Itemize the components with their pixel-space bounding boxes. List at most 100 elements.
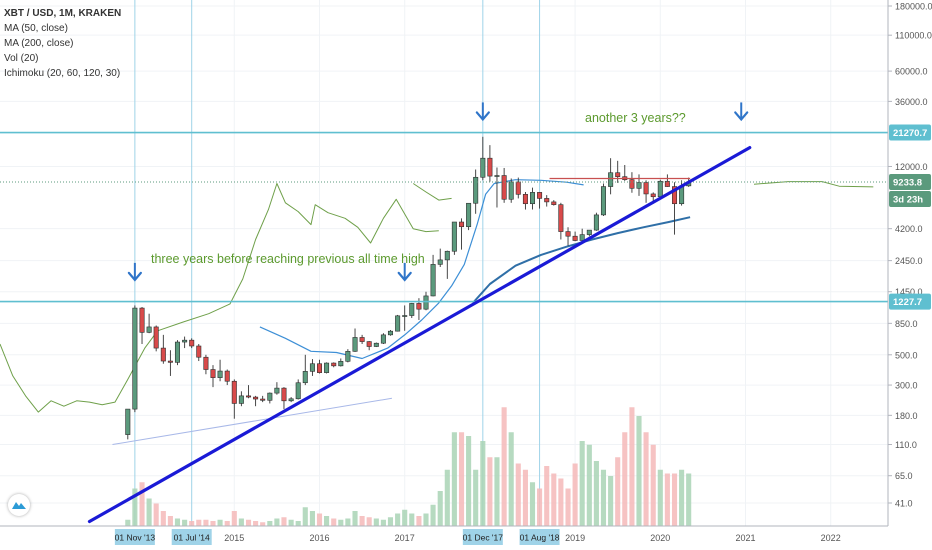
candle [501, 167, 507, 203]
volume-bar [324, 516, 330, 526]
candle [636, 174, 642, 196]
arrow-head [475, 111, 490, 122]
volume-bar [622, 432, 628, 526]
candle [224, 369, 230, 386]
candle [444, 250, 450, 279]
volume-bar [629, 407, 635, 526]
ichimoku-line-segment [412, 183, 452, 201]
indicator-ichimoku[interactable]: Ichimoku (20, 60, 120, 30) [4, 68, 121, 79]
volume-bar [480, 441, 486, 526]
logo[interactable] [8, 494, 30, 516]
candle-body [302, 371, 308, 384]
candle [572, 231, 578, 242]
symbol-title: XBT / USD, 1M, KRAKEN [4, 8, 122, 19]
y-tick-label: 12000.0 [895, 162, 928, 172]
candle-body [260, 398, 266, 401]
volume-bar [608, 476, 614, 526]
candle [125, 408, 131, 440]
indicator-volume[interactable]: Vol (20) [4, 53, 39, 64]
volume-bar [146, 498, 152, 526]
candle-body [423, 295, 429, 310]
ichimoku-line [0, 183, 439, 413]
candle-body [210, 369, 216, 378]
volume-bar [288, 519, 294, 526]
candle-body [366, 341, 372, 347]
candle-body [466, 202, 472, 228]
volume-bar [238, 518, 244, 526]
candle [586, 229, 592, 237]
candle [246, 385, 252, 399]
candle [558, 202, 564, 240]
volume-bar [231, 511, 237, 526]
candle [508, 178, 514, 203]
candle-body [515, 181, 521, 195]
candles [125, 136, 692, 440]
indicator-ma200[interactable]: MA (200, close) [4, 38, 74, 49]
candle [537, 191, 543, 209]
vertical-markers [134, 0, 541, 526]
x-marker-badge: 01 Nov '13 [115, 529, 155, 545]
candle-body [288, 398, 294, 402]
volume-bar [586, 444, 592, 526]
candle-body [529, 192, 536, 205]
candle [231, 379, 237, 419]
y-tick-label: 2450.0 [895, 256, 923, 266]
candle [608, 158, 614, 195]
candle [189, 338, 195, 349]
candle-body [600, 186, 606, 216]
badge-current-price-bg [889, 173, 931, 190]
volume-bar [494, 457, 500, 526]
volume-bar [217, 519, 223, 526]
volume-bar [260, 522, 266, 526]
candle [664, 174, 670, 187]
candle [380, 333, 386, 344]
candle [203, 354, 209, 375]
volume-bars [125, 407, 692, 526]
candle [473, 169, 479, 214]
candle [565, 227, 571, 246]
candle-body [238, 395, 244, 404]
volume-bar [373, 518, 379, 526]
x-tick-label: 2020 [650, 533, 670, 543]
volume-bar [451, 432, 457, 526]
candle-body [139, 307, 145, 333]
candle [281, 387, 287, 410]
indicator-ma50[interactable]: MA (50, close) [4, 23, 68, 34]
candle-body [444, 250, 450, 261]
ma50-line [259, 179, 584, 360]
volume-bar [636, 416, 642, 526]
volume-bar [437, 491, 443, 526]
volume-bar [316, 513, 323, 526]
volume-bar [359, 516, 365, 526]
candle [395, 314, 401, 332]
volume-bar [203, 519, 209, 526]
volume-bar [366, 517, 372, 526]
volume-bar [558, 478, 564, 526]
candle-body [459, 221, 465, 228]
candle [160, 334, 166, 364]
candle-body [544, 198, 550, 203]
candle-body [224, 370, 230, 382]
volume-bar [281, 517, 287, 526]
candle [466, 202, 472, 231]
candle [402, 305, 408, 331]
candle [260, 395, 266, 403]
candle-body [416, 303, 422, 310]
y-tick-label: 180000.0 [895, 2, 932, 12]
volume-bar [267, 521, 273, 526]
volume-bar [537, 488, 543, 526]
volume-bar [423, 513, 429, 526]
candle-body [267, 392, 273, 401]
candle-body [189, 339, 195, 347]
x-tick-label: 2019 [565, 533, 585, 543]
candle [643, 180, 649, 203]
arrow-head [127, 271, 142, 282]
candle [153, 325, 159, 352]
indicator-lines [0, 179, 874, 446]
candle [593, 212, 599, 231]
candle [309, 359, 315, 376]
candle-body [522, 194, 528, 205]
volume-bar [409, 513, 415, 526]
